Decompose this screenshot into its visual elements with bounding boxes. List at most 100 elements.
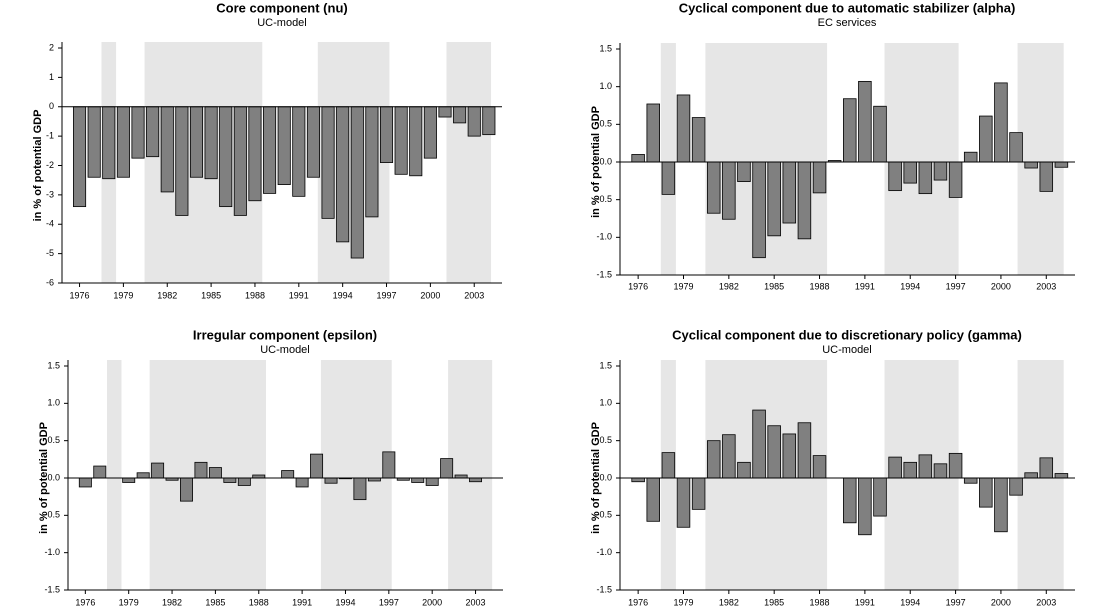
bar	[812, 161, 827, 194]
bar	[453, 106, 467, 124]
x-tick-label: 1976	[75, 597, 95, 607]
x-tick-label: 1982	[162, 597, 182, 607]
bar	[237, 477, 251, 486]
bar	[843, 477, 857, 524]
shaded-period	[884, 43, 959, 275]
bar	[782, 433, 797, 479]
y-tick-label: -1.0	[596, 547, 612, 557]
bar	[219, 106, 233, 208]
bar	[180, 477, 193, 502]
bar	[336, 106, 350, 243]
x-tick-label: 1994	[333, 290, 353, 300]
bar	[248, 106, 262, 202]
bar	[469, 477, 483, 483]
bar	[382, 451, 396, 479]
y-tick-label: -1	[46, 131, 54, 141]
bar	[310, 453, 324, 479]
y-tick-label: 1	[49, 72, 54, 82]
chart-title: Core component (nu)	[216, 0, 347, 15]
bar	[1039, 457, 1054, 479]
y-tick-label: 1.5	[599, 43, 612, 53]
x-tick-label: 2000	[420, 290, 440, 300]
chart-title: Irregular component (epsilon)	[193, 327, 377, 342]
bar	[263, 106, 277, 194]
bar	[73, 106, 87, 208]
y-tick-label: -0.5	[44, 510, 60, 520]
x-tick-label: 1979	[673, 597, 693, 607]
x-tick-label: 1988	[810, 597, 830, 607]
x-tick-label: 2000	[991, 597, 1011, 607]
bar	[676, 477, 691, 528]
bar	[87, 106, 101, 178]
bar	[797, 161, 812, 240]
x-tick-label: 2003	[464, 290, 484, 300]
y-tick-label: 0.5	[599, 435, 612, 445]
x-tick-label: 1988	[249, 597, 269, 607]
bar	[189, 106, 204, 178]
x-tick-label: 1991	[855, 281, 875, 291]
x-tick-label: 1976	[628, 597, 648, 607]
bar	[116, 106, 130, 178]
x-tick-label: 1994	[900, 281, 920, 291]
x-tick-label: 1985	[764, 281, 784, 291]
x-tick-label: 1982	[719, 281, 739, 291]
bar	[979, 477, 993, 508]
shaded-period	[320, 360, 392, 590]
y-axis-label: in % of potential GDP	[38, 422, 50, 534]
bar	[233, 106, 247, 216]
bar	[175, 106, 189, 216]
y-axis-label: in % of potential GDP	[32, 110, 44, 222]
x-tick-label: 2003	[1036, 281, 1056, 291]
bar	[918, 454, 933, 479]
bar	[350, 106, 364, 259]
bar	[933, 463, 948, 479]
bar	[676, 94, 691, 163]
x-tick-label: 1982	[157, 290, 177, 300]
x-tick-label: 2003	[1036, 597, 1056, 607]
bar	[782, 161, 797, 224]
bar	[948, 161, 963, 198]
y-tick-label: -1.5	[44, 584, 60, 594]
y-tick-label: -0.5	[596, 510, 612, 520]
y-tick-label: -1.0	[596, 232, 612, 242]
bar	[146, 106, 160, 158]
bar	[223, 477, 237, 483]
bar	[204, 106, 218, 180]
x-tick-label: 1994	[900, 597, 920, 607]
bar	[353, 477, 367, 501]
bar	[994, 477, 1008, 533]
bar	[737, 161, 751, 182]
shaded-period	[446, 42, 492, 283]
x-tick-label: 1976	[70, 290, 90, 300]
y-tick-label: -6	[46, 277, 54, 287]
bar	[379, 106, 394, 163]
y-tick-label: 0.0	[599, 472, 612, 482]
bar	[1009, 132, 1023, 163]
bar	[1039, 161, 1054, 192]
y-tick-label: 1.0	[599, 81, 612, 91]
bar	[1024, 472, 1038, 479]
bar	[306, 106, 320, 178]
bar	[136, 472, 150, 479]
bar	[661, 452, 676, 479]
bar	[425, 477, 439, 486]
x-tick-label: 1976	[628, 281, 648, 291]
shaded-period	[107, 360, 122, 590]
bar	[295, 477, 309, 488]
bar	[994, 82, 1008, 163]
x-tick-label: 1997	[377, 290, 397, 300]
y-tick-label: -0.5	[596, 194, 612, 204]
bar	[812, 455, 827, 479]
bar	[706, 440, 721, 479]
x-tick-label: 1994	[335, 597, 355, 607]
x-tick-label: 1997	[379, 597, 399, 607]
chart-subtitle: EC services	[818, 17, 877, 29]
bar	[93, 465, 107, 479]
y-tick-label: 0.5	[599, 119, 612, 129]
x-tick-label: 1985	[205, 597, 225, 607]
bar	[888, 161, 902, 192]
bar	[277, 106, 291, 185]
x-tick-label: 2000	[422, 597, 442, 607]
y-tick-label: -4	[46, 219, 54, 229]
